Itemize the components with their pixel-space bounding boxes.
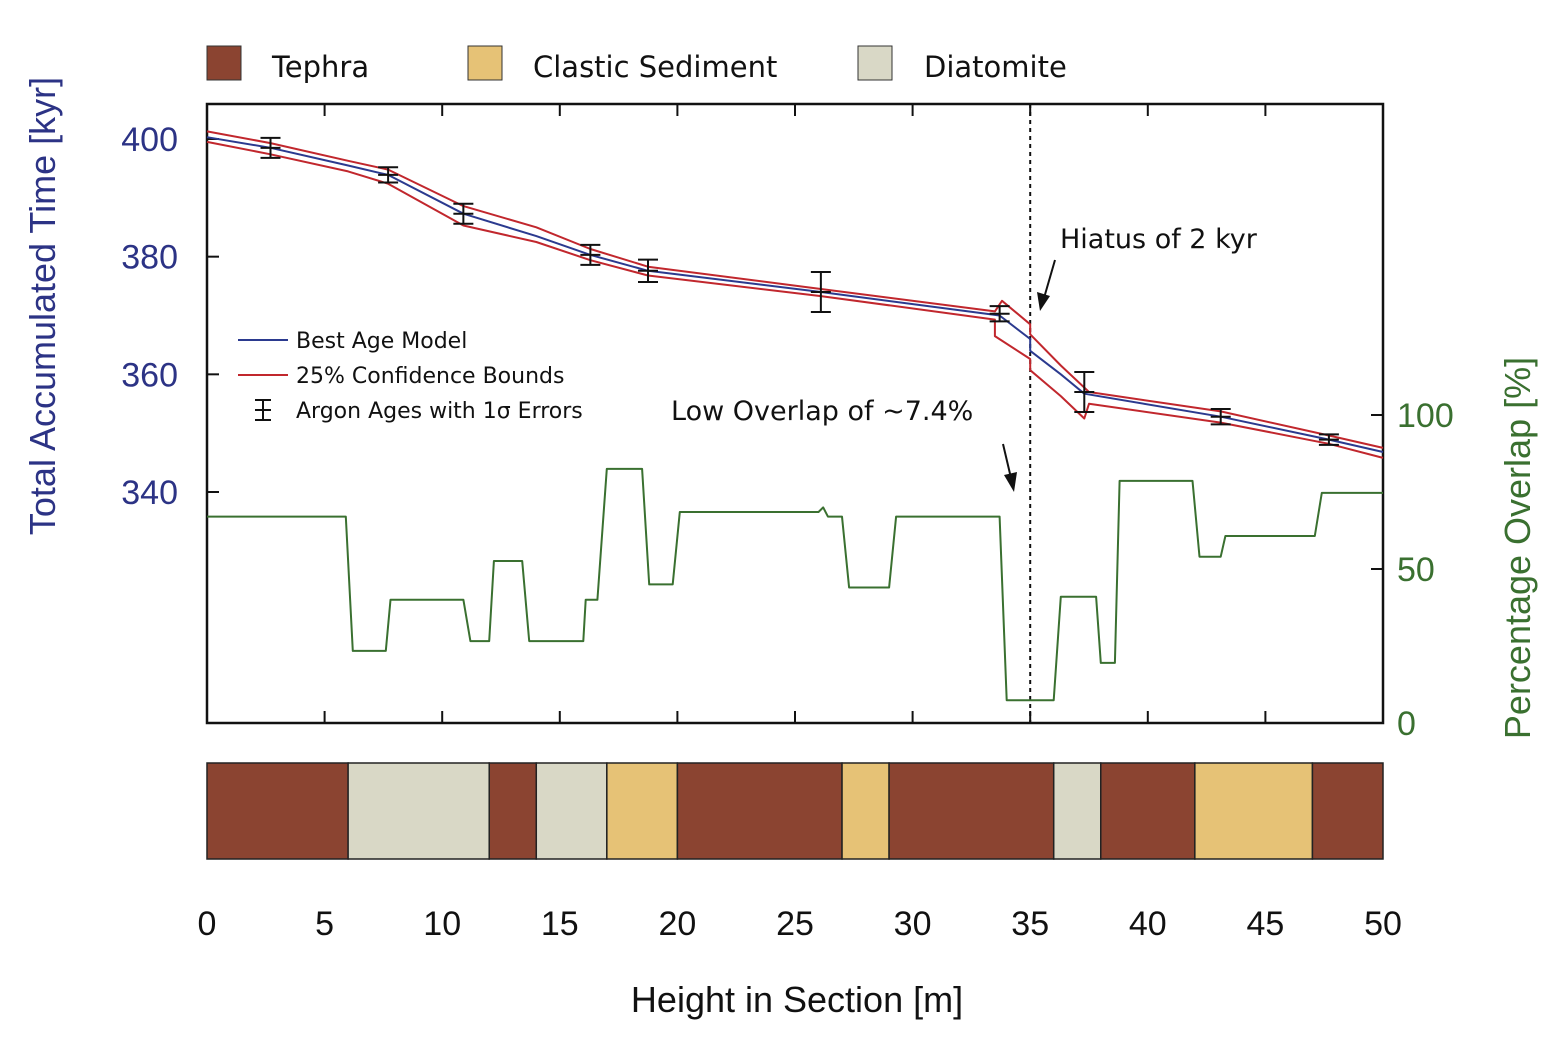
lithology-unit-clastic (1194, 762, 1314, 860)
x-tick-label: 20 (658, 905, 696, 943)
argon-age-errorbar (810, 270, 831, 313)
legend-label-bounds: 25% Confidence Bounds (296, 364, 564, 389)
lithology-unit-tephra (888, 762, 1055, 860)
x-tick-label: 50 (1364, 905, 1402, 943)
overlap-line (207, 467, 1383, 702)
x-tick-label: 30 (894, 905, 932, 943)
lithology-unit-clastic (841, 762, 890, 860)
right-tick-label: 50 (1397, 551, 1435, 589)
lithology-legend: Tephra Clastic Sediment Diatomite (206, 45, 1067, 84)
lower-bound-line (206, 140, 1384, 459)
x-tick-label: 5 (315, 905, 334, 943)
argon-age-errorbar (580, 243, 601, 266)
legend-label-clastic: Clastic Sediment (533, 50, 777, 84)
argon-age-errorbar (1074, 370, 1095, 413)
legend-label-diatomite: Diatomite (924, 50, 1067, 84)
right-y-ticks: 0 50 100 (1371, 397, 1454, 743)
x-tick-label: 15 (541, 905, 579, 943)
left-tick-label: 360 (121, 356, 178, 394)
lithology-bar (206, 762, 1384, 860)
argon-age-errorbar (378, 166, 399, 184)
argon-age-errorbar (453, 202, 474, 225)
lithology-unit-tephra (1100, 762, 1196, 860)
x-axis-title: Height in Section [m] (631, 979, 963, 1020)
argon-age-errorbar (1318, 433, 1339, 446)
annotation-hiatus: Hiatus of 2 kyr (1060, 224, 1258, 255)
legend-swatch-tephra (206, 45, 242, 81)
argon-age-errorbar (638, 258, 658, 283)
left-y-ticks: 400 380 360 340 (121, 121, 219, 512)
lithology-unit-clastic (606, 762, 679, 860)
right-axis-title: Percentage Overlap [%] (1497, 357, 1538, 739)
legend-label-tephra: Tephra (271, 50, 369, 84)
legend-label-best-model: Best Age Model (296, 329, 467, 354)
lithology-unit-diatomite (1052, 762, 1102, 860)
left-axis-title: Total Accumulated Time [kyr] (22, 77, 63, 535)
legend-errorbar-icon (255, 399, 271, 421)
right-tick-label: 100 (1397, 397, 1454, 435)
lithology-unit-tephra (676, 762, 843, 860)
lithology-unit-tephra (488, 762, 538, 860)
lithology-unit-tephra (206, 762, 349, 860)
right-tick-label: 0 (1397, 705, 1416, 743)
x-tick-label: 40 (1129, 905, 1167, 943)
x-tick-label: 0 (198, 905, 217, 943)
annotation-hiatus-arrow (1037, 259, 1056, 311)
x-tick-label: 45 (1246, 905, 1284, 943)
x-tick-label: 35 (1011, 905, 1049, 943)
x-ticks: 0 5 10 15 20 25 30 35 40 45 50 (198, 104, 1402, 943)
legend-swatch-clastic (467, 45, 503, 81)
annotation-low-overlap: Low Overlap of ~7.4% (671, 396, 973, 427)
lithology-unit-tephra (1311, 762, 1384, 860)
argon-age-errorbar (260, 136, 281, 159)
annotation-low-overlap-arrow (1002, 443, 1017, 492)
lithology-unit-diatomite (535, 762, 608, 860)
argon-age-errorbar (989, 305, 1010, 323)
lithology-unit-diatomite (347, 762, 490, 860)
left-tick-label: 400 (121, 121, 178, 159)
errorbar-layer (260, 136, 1339, 446)
legend-swatch-diatomite (857, 45, 893, 81)
x-tick-label: 10 (423, 905, 461, 943)
left-tick-label: 380 (121, 239, 178, 277)
x-tick-label: 25 (776, 905, 814, 943)
legend-label-argon: Argon Ages with 1σ Errors (296, 399, 583, 424)
argon-age-errorbar (1210, 408, 1231, 426)
series-legend: Best Age Model 25% Confidence Bounds Arg… (238, 329, 583, 424)
left-tick-label: 340 (121, 474, 178, 512)
